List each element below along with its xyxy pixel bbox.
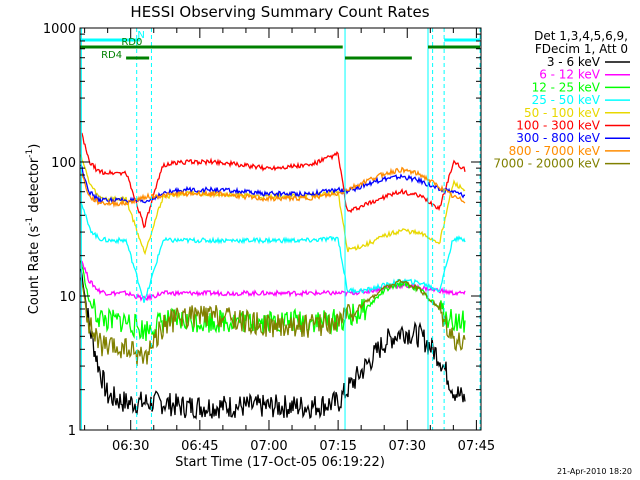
series-layer xyxy=(80,132,466,420)
legend-label-2: 12 - 25 keV xyxy=(532,80,601,94)
legend-label-0: 3 - 6 keV xyxy=(547,55,601,69)
x-tick-label-0: 06:30 xyxy=(112,439,149,454)
annotation-label-0: N xyxy=(137,30,144,41)
legend-label-7: 800 - 7000 keV xyxy=(509,144,601,158)
legend-label-6: 300 - 800 keV xyxy=(516,131,600,145)
annotation-label-1: RD0 xyxy=(121,37,142,48)
x-axis-label: Start Time (17-Oct-05 06:19:22) xyxy=(175,455,385,470)
series-line-7 xyxy=(80,166,466,208)
series-line-8 xyxy=(80,277,466,366)
series-line-6 xyxy=(80,164,466,205)
x-tick-label-3: 07:15 xyxy=(319,439,356,454)
plot-frame xyxy=(79,27,482,431)
series-line-2 xyxy=(80,260,466,342)
y-axis-label-end: ) xyxy=(27,144,42,149)
series-line-0 xyxy=(80,268,466,420)
x-tick-label-5: 07:45 xyxy=(458,439,495,454)
x-tick-label-2: 07:00 xyxy=(250,439,287,454)
y-tick-label-1: 10 xyxy=(59,290,76,305)
legend-label-1: 6 - 12 keV xyxy=(539,68,601,82)
series-line-5 xyxy=(80,132,466,229)
legend-label-8: 7000 - 20000 keV xyxy=(493,157,600,171)
y-axis-label-sup2: -1 xyxy=(25,149,35,158)
y-tick-label-3: 1000 xyxy=(43,22,76,37)
y-tick-label-0: 1 xyxy=(68,424,76,439)
axis-layer: 1 10 100 1000 06:30 06:45 07:00 07:15 07:30 07:45 xyxy=(43,22,495,454)
y-tick-label-2: 100 xyxy=(51,156,76,171)
y-axis-label-sup1: -1 xyxy=(25,217,35,226)
x-tick-label-4: 07:30 xyxy=(389,439,426,454)
legend-label-4: 50 - 100 keV xyxy=(524,106,601,120)
y-axis-label-mid: detector xyxy=(27,157,42,217)
y-axis-label-base: Count Rate (s xyxy=(27,226,42,315)
chart-title: HESSI Observing Summary Count Rates xyxy=(130,3,429,21)
legend-label-3: 25 - 50 keV xyxy=(532,93,601,107)
legend-header-line-2: FDecim 1, Att 0 xyxy=(535,42,628,56)
footer-date: 21-Apr-2010 18:20 xyxy=(557,467,632,476)
y-axis-label: Count Rate (s-1 detector-1) xyxy=(25,144,42,315)
legend-header-line-1: Det 1,3,4,5,6,9, xyxy=(534,29,628,43)
x-tick-label-1: 06:45 xyxy=(181,439,218,454)
legend-label-5: 100 - 300 keV xyxy=(516,119,600,133)
annotation-label-2: RD4 xyxy=(101,50,122,61)
